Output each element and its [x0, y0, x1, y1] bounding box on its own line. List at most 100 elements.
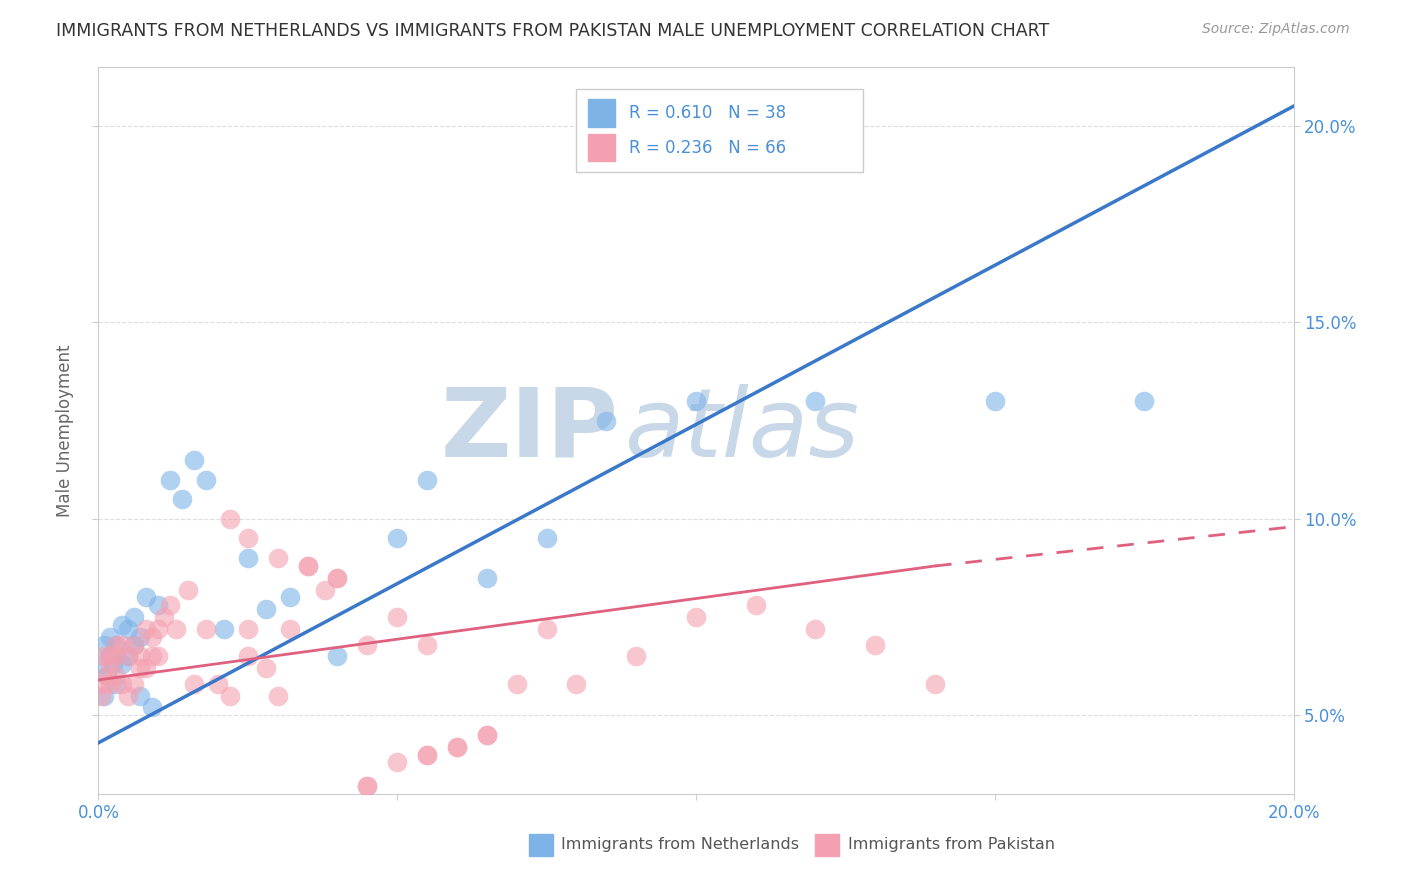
Point: [416, 638, 439, 652]
Point: [111, 638, 134, 652]
Point: [148, 599, 170, 613]
Point: [90, 657, 112, 672]
Point: [326, 649, 349, 664]
Point: [254, 602, 277, 616]
Point: [141, 630, 163, 644]
Point: [117, 689, 139, 703]
Point: [1133, 393, 1156, 408]
Point: [124, 638, 146, 652]
Point: [745, 599, 768, 613]
Bar: [815, 834, 839, 855]
Point: [267, 551, 290, 566]
Point: [183, 677, 205, 691]
Point: [207, 677, 229, 691]
Point: [267, 689, 290, 703]
Point: [111, 618, 134, 632]
Point: [98, 649, 122, 664]
Point: [96, 669, 118, 683]
Point: [416, 473, 439, 487]
Point: [385, 532, 409, 546]
Point: [117, 622, 139, 636]
Point: [446, 739, 468, 754]
Point: [385, 756, 409, 770]
Point: [536, 532, 558, 546]
Point: [135, 591, 157, 605]
Point: [924, 677, 946, 691]
Point: [105, 649, 128, 664]
Point: [177, 582, 200, 597]
Point: [93, 649, 115, 664]
Point: [148, 622, 170, 636]
Bar: [589, 134, 614, 161]
Point: [141, 649, 163, 664]
Point: [356, 779, 378, 793]
Point: [475, 728, 498, 742]
Point: [804, 393, 827, 408]
Y-axis label: Male Unemployment: Male Unemployment: [56, 344, 75, 516]
Point: [111, 657, 134, 672]
Point: [195, 473, 218, 487]
Point: [446, 739, 468, 754]
Point: [98, 677, 122, 691]
Point: [105, 677, 128, 691]
Point: [103, 657, 125, 672]
Text: R = 0.236   N = 66: R = 0.236 N = 66: [628, 138, 786, 157]
Point: [236, 649, 259, 664]
Bar: [529, 834, 553, 855]
Point: [129, 630, 152, 644]
Point: [236, 551, 259, 566]
Point: [129, 689, 152, 703]
Point: [356, 779, 378, 793]
Point: [254, 661, 277, 675]
Point: [117, 649, 139, 664]
Point: [297, 558, 319, 573]
Text: Immigrants from Netherlands: Immigrants from Netherlands: [561, 838, 799, 852]
Point: [212, 622, 235, 636]
Point: [111, 677, 134, 691]
Text: IMMIGRANTS FROM NETHERLANDS VS IMMIGRANTS FROM PAKISTAN MALE UNEMPLOYMENT CORREL: IMMIGRANTS FROM NETHERLANDS VS IMMIGRANT…: [56, 22, 1049, 40]
Point: [278, 591, 301, 605]
Point: [129, 649, 152, 664]
Point: [278, 622, 301, 636]
Point: [183, 453, 205, 467]
Bar: [589, 99, 614, 127]
Point: [105, 638, 128, 652]
Point: [159, 599, 181, 613]
Text: atlas: atlas: [624, 384, 859, 477]
Text: R = 0.610   N = 38: R = 0.610 N = 38: [628, 103, 786, 121]
Point: [141, 700, 163, 714]
Point: [356, 638, 378, 652]
Point: [93, 638, 115, 652]
Point: [159, 473, 181, 487]
Point: [236, 532, 259, 546]
Point: [536, 622, 558, 636]
Point: [90, 689, 112, 703]
Point: [236, 622, 259, 636]
Point: [105, 669, 128, 683]
Point: [135, 622, 157, 636]
Point: [219, 689, 242, 703]
Point: [297, 558, 319, 573]
Bar: [576, 88, 863, 172]
Text: ZIP: ZIP: [440, 384, 619, 477]
Point: [93, 689, 115, 703]
Point: [385, 610, 409, 624]
Point: [326, 571, 349, 585]
Point: [124, 610, 146, 624]
Point: [195, 622, 218, 636]
Point: [865, 638, 887, 652]
Point: [315, 582, 337, 597]
Point: [475, 728, 498, 742]
Point: [565, 677, 588, 691]
Point: [148, 649, 170, 664]
Point: [804, 622, 827, 636]
Point: [165, 622, 187, 636]
Point: [475, 571, 498, 585]
Point: [416, 747, 439, 762]
Text: Immigrants from Pakistan: Immigrants from Pakistan: [848, 838, 1054, 852]
Point: [96, 669, 118, 683]
Point: [98, 649, 122, 664]
Point: [117, 649, 139, 664]
Point: [595, 413, 617, 427]
Point: [506, 677, 529, 691]
